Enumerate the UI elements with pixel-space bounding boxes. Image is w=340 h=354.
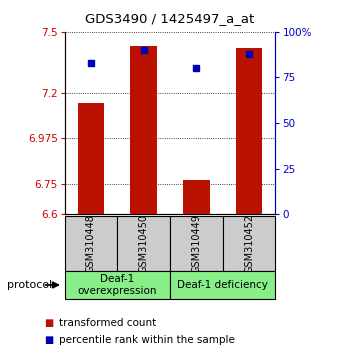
Text: transformed count: transformed count — [59, 318, 157, 328]
Bar — [170, 216, 223, 271]
Bar — [236, 48, 262, 214]
Bar — [170, 271, 275, 299]
Text: GSM310450: GSM310450 — [139, 214, 149, 273]
Text: ■: ■ — [44, 318, 53, 328]
Text: Deaf-1 deficiency: Deaf-1 deficiency — [177, 280, 268, 290]
Text: GSM310448: GSM310448 — [86, 214, 96, 273]
Bar — [223, 216, 275, 271]
Text: protocol: protocol — [7, 280, 52, 290]
Text: GSM310452: GSM310452 — [244, 214, 254, 273]
Bar — [78, 103, 104, 214]
Text: ■: ■ — [44, 335, 53, 345]
Bar — [131, 46, 157, 214]
Text: percentile rank within the sample: percentile rank within the sample — [59, 335, 235, 345]
Bar — [65, 271, 170, 299]
Bar — [183, 180, 209, 214]
Bar — [117, 216, 170, 271]
Text: Deaf-1
overexpression: Deaf-1 overexpression — [78, 274, 157, 296]
Text: GSM310449: GSM310449 — [191, 214, 201, 273]
Text: GDS3490 / 1425497_a_at: GDS3490 / 1425497_a_at — [85, 12, 255, 25]
Bar — [65, 216, 117, 271]
